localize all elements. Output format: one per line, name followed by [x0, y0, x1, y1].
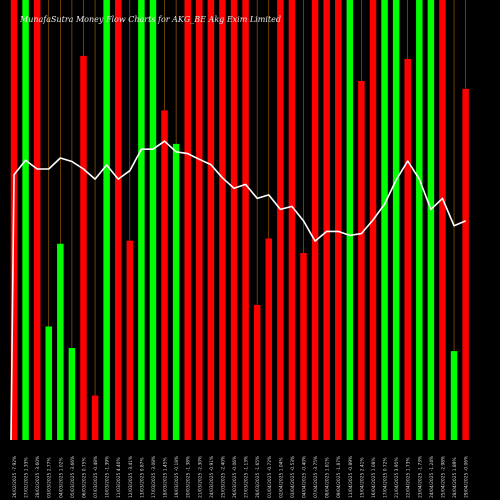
x-tick-label: 17/03/2025 -3.08%: [151, 456, 157, 498]
x-tick-label: 15/04/2025 2.41%: [359, 457, 365, 498]
bar-21: [242, 0, 249, 440]
x-tick-label: 25/04/2025 -2.98%: [440, 456, 446, 498]
x-tick-label: 29/04/2025 -0.06%: [464, 456, 470, 498]
bar-27: [311, 0, 319, 440]
x-tick-label: 26/02/2025 -7.92%: [12, 456, 18, 498]
x-tick-label: 23/04/2025 -1.73%: [417, 456, 423, 498]
x-tick-label: 24/03/2025 -0.91%: [209, 456, 215, 498]
chart-title: MunafaSutra Money Flow Charts for AKG_BE…: [20, 15, 281, 24]
x-tick-label: 19/03/2025 -0.18%: [174, 456, 180, 498]
x-tick-label: 03/04/2025 -0.53%: [290, 456, 296, 498]
bar-22: [253, 304, 261, 440]
bar-9: [103, 0, 110, 440]
x-tick-label: 28/02/2025 -3.60%: [35, 456, 41, 498]
money-flow-line: [10, 140, 466, 441]
x-tick-label: 09/04/2025 -1.87%: [336, 456, 342, 498]
bar-19: [219, 0, 226, 440]
x-tick-label: 27/03/2025 -1.13%: [244, 456, 250, 498]
bar-39: [450, 351, 458, 440]
bar-13: [149, 0, 157, 440]
bar-35: [404, 58, 411, 441]
bar-33: [381, 0, 388, 440]
x-tick-label: 05/03/2025 -3.66%: [70, 456, 76, 498]
bar-28: [323, 0, 330, 440]
x-tick-label: 12/03/2025 -3.41%: [128, 456, 134, 498]
x-tick-label: 24/04/2025 -1.24%: [429, 456, 435, 498]
x-tick-label: 18/03/2025 1.45%: [163, 457, 169, 498]
bar-6: [68, 348, 76, 440]
bar-14: [161, 110, 168, 440]
bar-12: [138, 0, 145, 440]
bar-16: [184, 0, 191, 440]
x-tick-label: 03/03/2025 2.77%: [47, 457, 53, 498]
bar-11: [126, 240, 134, 440]
bar-37: [427, 0, 435, 440]
bar-26: [300, 253, 307, 440]
bar-36: [416, 0, 423, 440]
bar-25: [288, 0, 296, 440]
x-tick-label: 20/03/2025 -1.38%: [186, 456, 192, 498]
bar-5: [57, 243, 64, 440]
x-tick-label: 04/04/2025 -0.40%: [302, 456, 308, 498]
bar-24: [277, 0, 284, 440]
x-tick-label: 11/03/2025 4.40%: [116, 457, 122, 498]
x-tick-label: 11/04/2025 -0.89%: [348, 456, 354, 498]
x-tick-label: 06/03/2025 0.75%: [81, 457, 87, 498]
bar-10: [114, 0, 122, 440]
x-tick-label: 27/02/2025 1.33%: [24, 457, 30, 498]
x-tick-label: 01/04/2025 -0.72%: [267, 456, 273, 498]
bar-31: [358, 80, 365, 441]
bar-20: [230, 0, 238, 440]
x-tick-label: 08/04/2025 1.81%: [325, 457, 331, 498]
x-tick-label: 28/03/2025 -1.65%: [255, 456, 261, 498]
x-tick-label: 26/03/2025 -0.06%: [232, 456, 238, 498]
x-tick-label: 22/04/2025 1.73%: [406, 457, 412, 498]
bar-2: [22, 0, 29, 440]
bar-series: [10, 0, 469, 441]
x-tick-label: 21/04/2025 3.95%: [394, 457, 400, 498]
x-tick-label: 21/03/2025 -2.30%: [197, 456, 203, 498]
x-tick-label: 16/04/2025 1.08%: [371, 457, 377, 498]
x-tick-label: 25/03/2025 -2.40%: [220, 456, 226, 498]
bar-7: [80, 55, 87, 440]
x-tick-label: 07/03/2025 -0.48%: [93, 456, 99, 498]
x-tick-label: 13/03/2025 0.87%: [139, 457, 145, 498]
bar-8: [91, 395, 99, 440]
bar-15: [172, 143, 180, 440]
bar-4: [45, 326, 52, 440]
bar-23: [265, 238, 273, 440]
bar-17: [196, 0, 203, 440]
bar-40: [462, 88, 469, 440]
bar-3: [33, 0, 41, 440]
bar-18: [207, 0, 215, 440]
x-tick-labels: 26/02/2025 -7.92% 27/02/2025 1.33% 28/02/2…: [12, 456, 470, 498]
x-tick-label: 07/04/2025 -3.75%: [313, 456, 319, 498]
x-tick-label: 28/04/2025 1.89%: [452, 457, 458, 498]
bar-34: [392, 0, 400, 440]
bar-30: [346, 0, 354, 440]
bar-38: [439, 0, 446, 440]
bar-29: [334, 0, 342, 440]
x-tick-label: 10/03/2025 -1.39%: [105, 456, 111, 498]
x-tick-label: 02/04/2025 1.04%: [278, 457, 284, 498]
x-tick-label: 04/03/2025 1.02%: [58, 457, 64, 498]
x-tick-label: 17/04/2025 0.72%: [383, 457, 389, 498]
